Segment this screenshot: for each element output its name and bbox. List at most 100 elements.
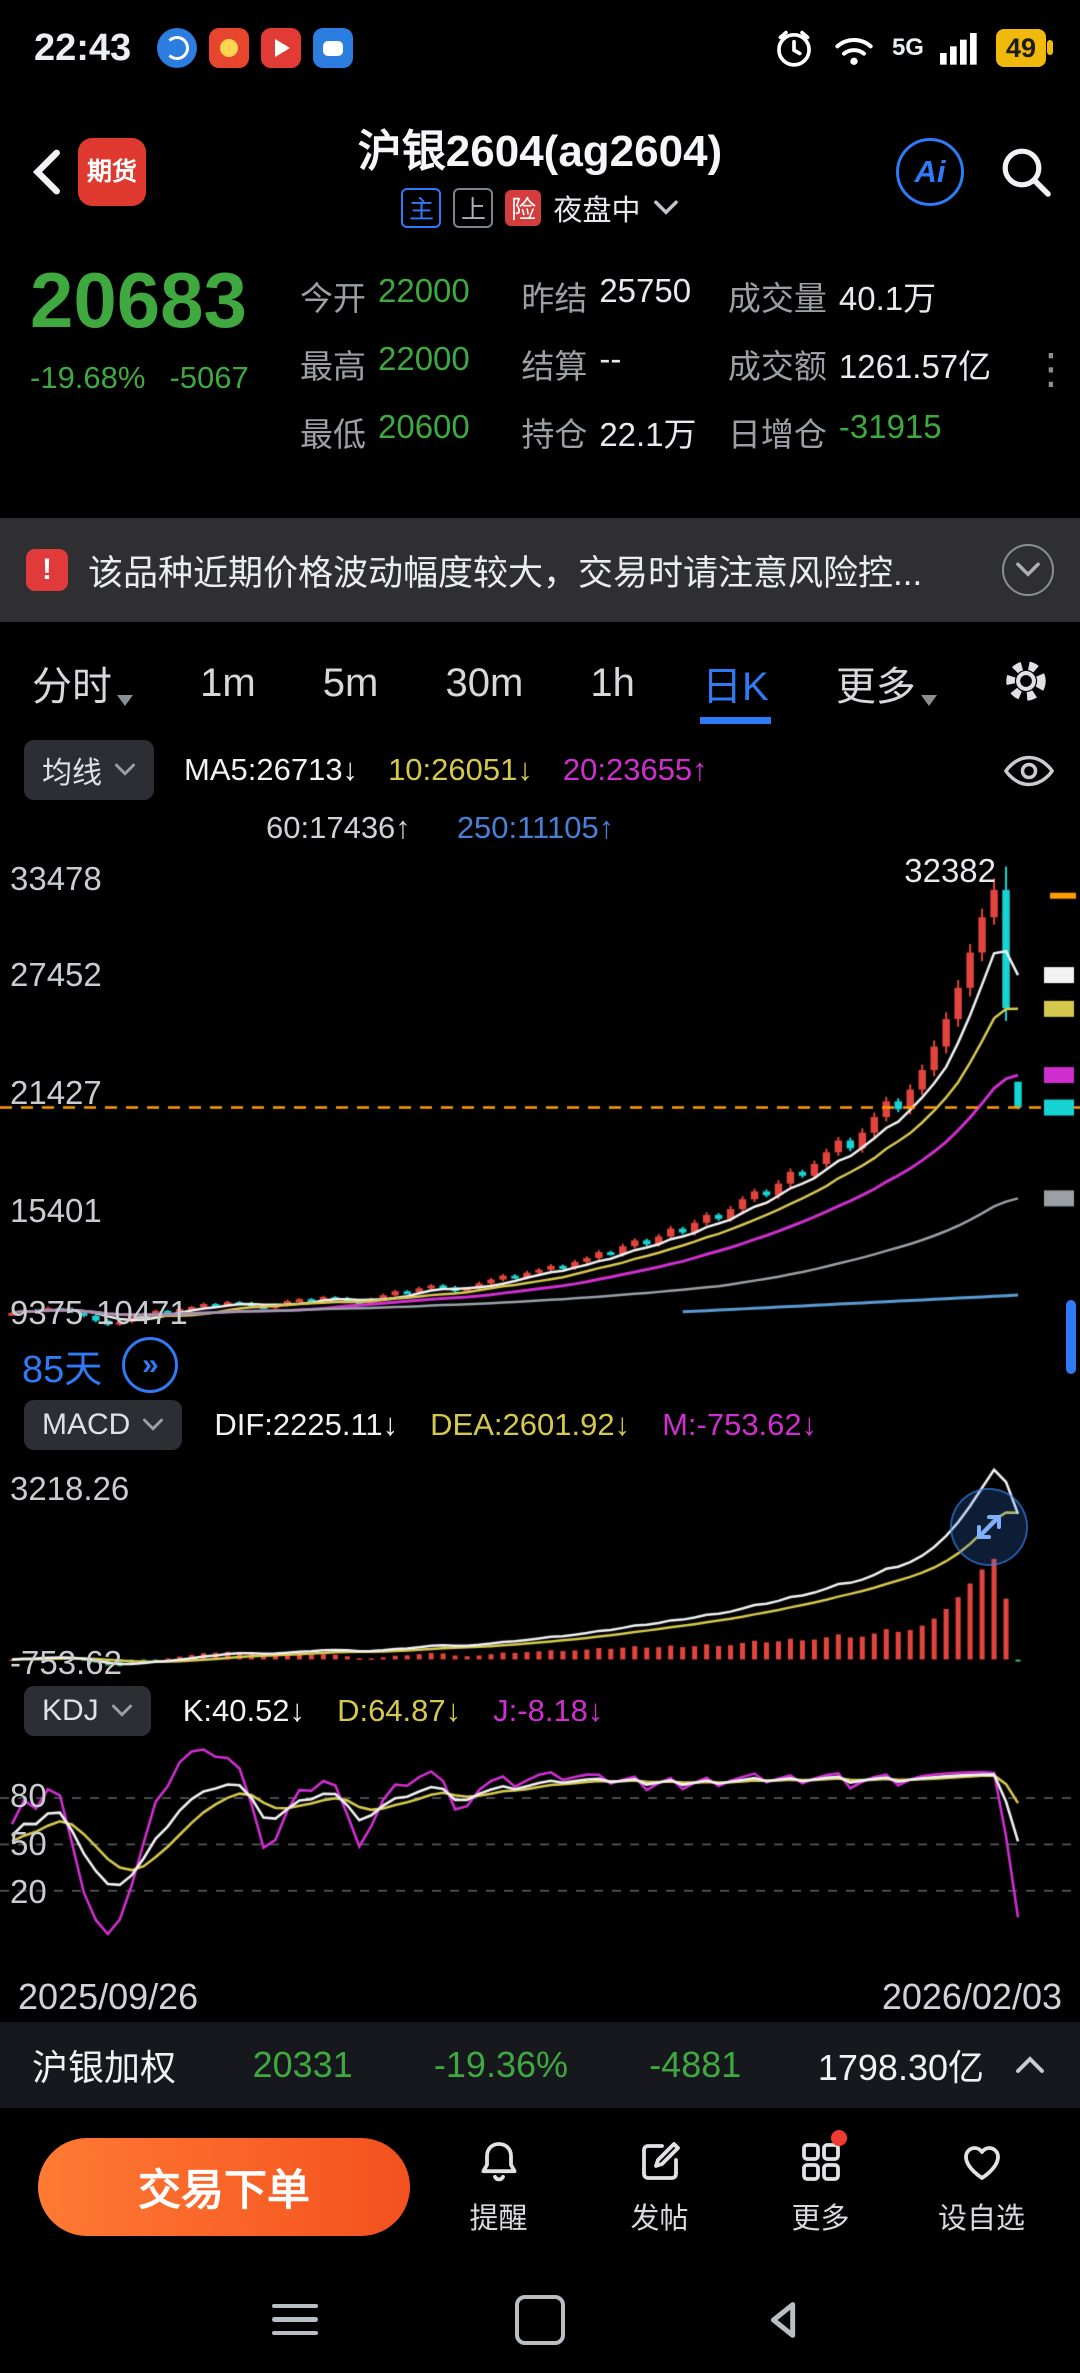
candlestick-chart[interactable]	[0, 852, 1080, 1334]
d-value: D:64.87↓	[337, 1693, 462, 1728]
more-dots-icon[interactable]: ⋮	[1030, 345, 1072, 392]
macd-selector-button[interactable]: MACD	[24, 1400, 183, 1450]
y-axis-tick: 27452	[10, 955, 102, 993]
ma20-value: 20:23655↑	[562, 752, 708, 787]
add-watchlist-button[interactable]: 设自选	[909, 2138, 1054, 2237]
field-value: -31915	[838, 408, 942, 445]
ma250-value: 250:11105↑	[456, 810, 615, 845]
fast-forward-button[interactable]: »	[122, 1337, 179, 1393]
weighted-index-bar[interactable]: 沪银加权 20331 -19.36% -4881 1798.30亿	[0, 2022, 1080, 2108]
ma-legend: 均线 MA5:26713↓ 10:26051↓ 20:23655↑ 60:174…	[0, 732, 1080, 852]
compose-icon	[641, 2141, 680, 2180]
low-price-label: 10471	[96, 1294, 188, 1331]
ma10-value: 10:26051↓	[388, 752, 533, 787]
grid-icon	[801, 2142, 840, 2181]
ai-assistant-button[interactable]: Ai	[896, 138, 964, 206]
date-start: 2025/09/26	[18, 1976, 199, 2017]
range-row: 85天 »	[0, 1300, 1080, 1396]
macd-min-label: -753.62	[10, 1644, 122, 1681]
tab-timeline[interactable]: 分时	[30, 638, 135, 724]
back-icon[interactable]	[26, 144, 72, 200]
action-label: 设自选	[937, 2202, 1025, 2235]
ma60-value: 60:17436↑	[266, 810, 411, 845]
y-axis-tick: 9375	[10, 1294, 84, 1331]
date-axis: 2025/09/26 2026/02/03	[0, 1972, 1080, 2022]
alarm-icon	[777, 30, 811, 67]
message-notification-icon	[261, 28, 302, 68]
alert-button[interactable]: 提醒	[426, 2138, 571, 2237]
signal-bars-icon	[939, 33, 977, 65]
session-status[interactable]: 夜盘中	[553, 195, 641, 227]
y-axis-tick: 21427	[10, 1074, 102, 1111]
risk-warning-banner[interactable]: ! 该品种近期价格波动幅度较大，交易时请注意风险控...	[0, 518, 1080, 622]
trade-order-button[interactable]: 交易下单	[38, 2138, 410, 2236]
recent-apps-icon[interactable]	[272, 2303, 318, 2336]
peak-price-label: 32382	[904, 852, 996, 889]
expand-warning-button[interactable]	[1002, 544, 1054, 596]
dropdown-triangle-icon	[117, 695, 133, 706]
ma-selector-button[interactable]: 均线	[24, 740, 154, 800]
chevron-down-icon[interactable]	[653, 198, 679, 218]
visible-range-label[interactable]: 85天	[22, 1348, 103, 1391]
kdj-chart-panel: 80 50 20	[0, 1740, 1080, 1972]
field-label: 成交量	[727, 280, 827, 317]
search-icon[interactable]	[998, 144, 1054, 200]
y-axis-tick: 33478	[10, 860, 102, 897]
field-value: 25750	[599, 272, 692, 309]
badge-exchange: 上	[453, 188, 494, 228]
field-value: 22000	[378, 272, 470, 309]
heart-icon	[963, 2145, 1000, 2180]
candlestick-chart-panel: 33478 27452 21427 15401 9375 10471 32382	[0, 852, 1080, 1334]
tab-1h[interactable]: 1h	[590, 660, 635, 705]
kdj-grid-label: 80	[10, 1776, 47, 1814]
home-icon[interactable]	[515, 2294, 565, 2345]
battery-indicator: 49	[995, 28, 1054, 68]
last-price: 20683	[30, 256, 247, 344]
network-type-label: 5G	[891, 34, 924, 61]
chart-scrollbar-handle[interactable]	[1066, 1300, 1076, 1374]
chevron-up-icon[interactable]	[1012, 2051, 1048, 2079]
field-value: --	[599, 340, 622, 377]
dif-value: DIF:2225.11↓	[214, 1407, 399, 1442]
action-label: 提醒	[469, 2202, 528, 2235]
field-label: 结算	[521, 348, 588, 385]
sync-notification-icon	[157, 28, 198, 68]
tab-30m[interactable]: 30m	[445, 660, 524, 705]
post-button[interactable]: 发帖	[587, 2138, 732, 2237]
kdj-chart[interactable]	[0, 1740, 1080, 1972]
tab-daily-k[interactable]: 日K	[700, 638, 771, 724]
chart-settings-gear-icon[interactable]	[1002, 657, 1050, 705]
field-label: 最高	[300, 348, 366, 385]
field-value: 20600	[378, 408, 470, 445]
more-button[interactable]: 更多	[748, 2129, 893, 2237]
period-tabs: 分时 1m 5m 30m 1h 日K 更多	[0, 630, 1080, 732]
index-price: 20331	[252, 2044, 353, 2085]
header: 期货 沪银2604(ag2604) 主 上 险 夜盘中 Ai	[0, 96, 1080, 248]
rotate-screen-icon[interactable]	[950, 1488, 1028, 1566]
field-value: 1261.57亿	[838, 348, 992, 385]
tab-5m[interactable]: 5m	[322, 660, 379, 705]
field-label: 昨结	[521, 280, 588, 317]
tab-more[interactable]: 更多	[834, 638, 939, 724]
android-navbar	[0, 2266, 1080, 2373]
clock-time: 22:43	[34, 26, 132, 69]
notification-dot	[830, 2129, 847, 2146]
eye-visibility-icon[interactable]	[1003, 752, 1055, 798]
macd-chart[interactable]	[0, 1454, 1080, 1682]
back-nav-icon[interactable]	[762, 2297, 808, 2343]
quote-fields: 今开 22000 昨结 25750 成交量 40.1万 最高 22000 结算 -- 成交…	[300, 258, 1034, 510]
index-change-value: -4881	[649, 2044, 742, 2085]
action-label: 更多	[791, 2202, 850, 2235]
kdj-selector-button[interactable]: KDJ	[24, 1686, 151, 1736]
action-label: 发帖	[630, 2202, 689, 2235]
k-value: K:40.52↓	[182, 1693, 306, 1728]
wifi-icon	[835, 38, 873, 65]
tab-1m[interactable]: 1m	[200, 660, 256, 705]
dea-value: DEA:2601.92↓	[430, 1407, 631, 1442]
action-bar: 交易下单 提醒 发帖 更多	[0, 2108, 1080, 2266]
index-name: 沪银加权	[32, 2047, 177, 2088]
futures-app-logo[interactable]: 期货	[78, 138, 146, 206]
page-title: 沪银2604(ag2604)	[357, 127, 723, 176]
field-value: 22000	[378, 340, 470, 377]
